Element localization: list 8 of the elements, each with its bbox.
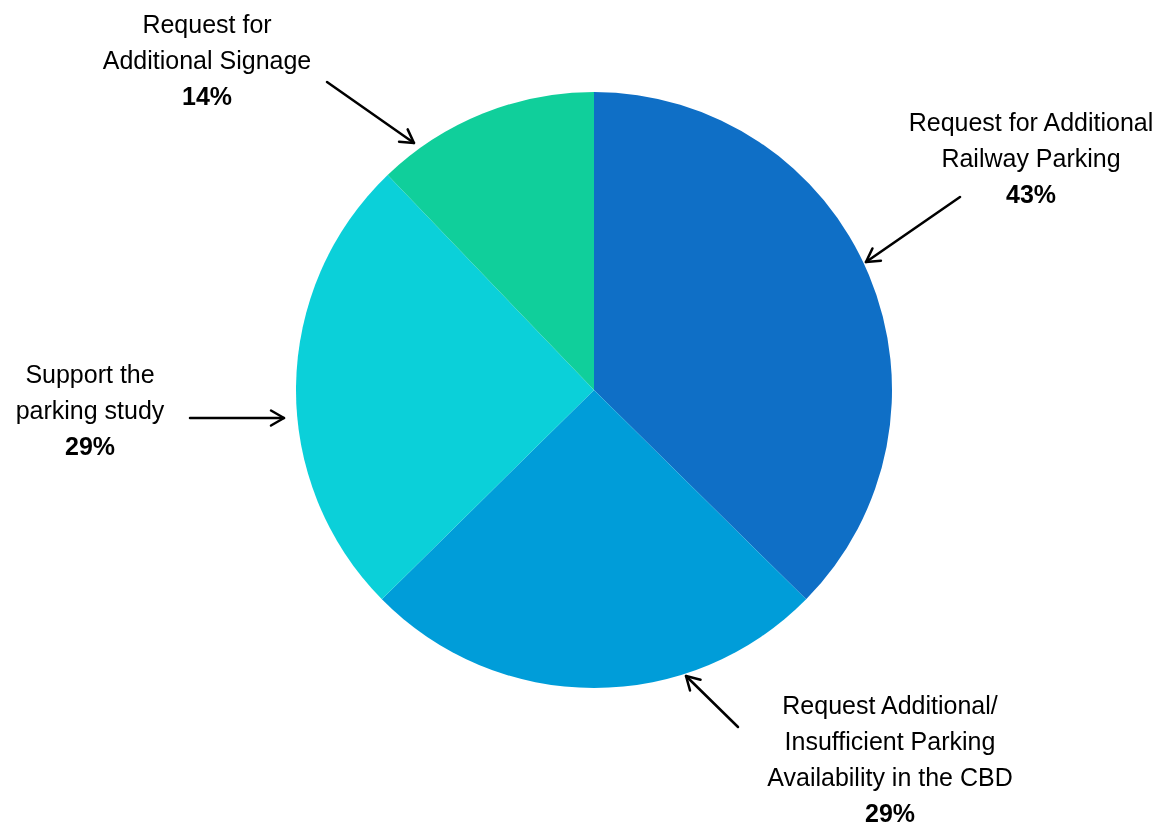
slice-label: Request for Additional Signage <box>102 10 312 74</box>
data-label: 29% <box>64 432 116 460</box>
data-label: 43% <box>1005 180 1057 208</box>
data-label: 29% <box>864 799 916 825</box>
data-label: 14% <box>181 82 233 110</box>
slice-label: Support the parking study <box>15 360 165 424</box>
slice-label: Request for Additional Railway Parking <box>908 108 1154 172</box>
slice-label: Request Additional/ Insufficient Parking Availability in the CBD <box>767 691 1013 791</box>
